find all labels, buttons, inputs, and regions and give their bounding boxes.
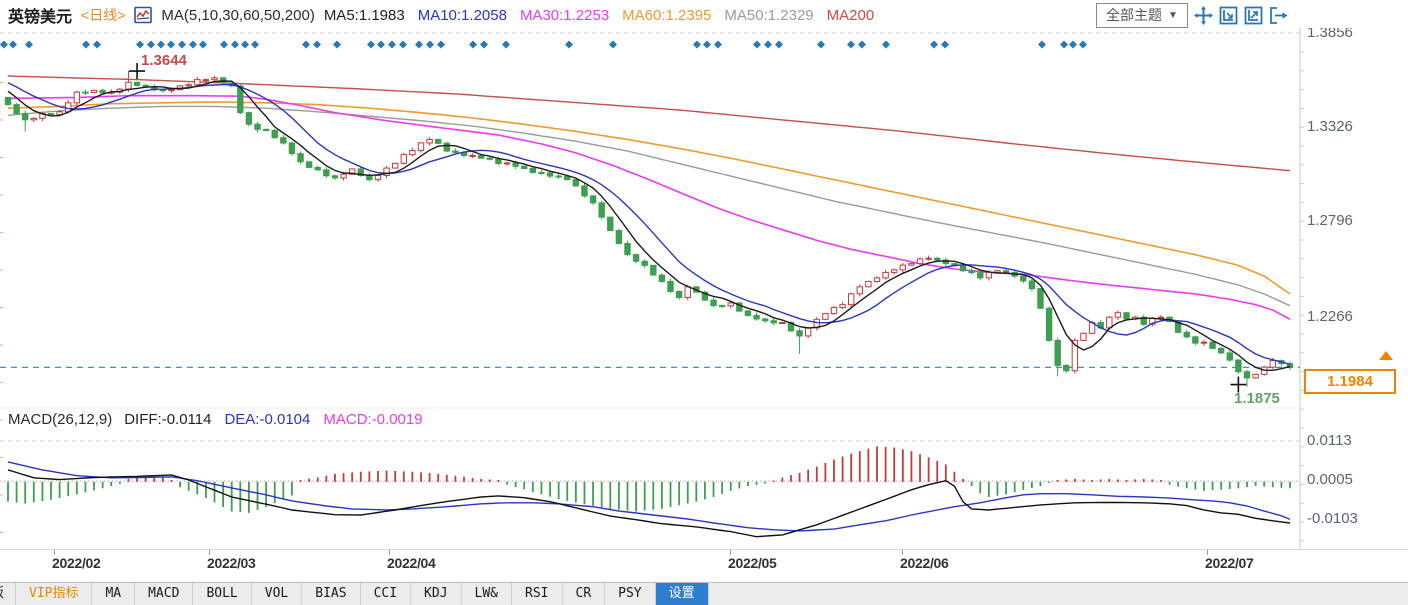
macd-values: DIFF:-0.0114 DEA:-0.0104 MACD:-0.0019: [124, 411, 422, 428]
price-axis-label: 1.3856: [1307, 24, 1353, 41]
macd-value-0: DIFF:-0.0114: [124, 411, 212, 428]
scale-left-icon[interactable]: [1219, 6, 1238, 25]
symbol-title: 英镑美元: [8, 9, 73, 26]
tab-vol[interactable]: VOL: [252, 583, 303, 605]
price-axis-label: 1.3326: [1307, 118, 1353, 135]
price-up-arrow-icon: [1379, 351, 1393, 361]
tab-kdj[interactable]: KDJ: [411, 583, 462, 605]
tab-lw[interactable]: LW&: [462, 583, 513, 605]
tab-ma[interactable]: MA: [92, 583, 136, 605]
tab-boll[interactable]: BOLL: [193, 583, 252, 605]
ma-value-0: MA5:1.1983: [323, 6, 405, 24]
ma-value-2: MA30:1.2253: [519, 6, 610, 24]
high-price-label: 1.3644: [141, 52, 187, 69]
pan-crosshair-icon[interactable]: [1193, 6, 1213, 25]
macd-axis-label: -0.0103: [1307, 510, 1358, 527]
macd-value-1: DEA:-0.0104: [224, 411, 311, 428]
exit-chart-icon[interactable]: [1269, 6, 1288, 25]
tab-psy[interactable]: PSY: [605, 583, 656, 605]
chevron-down-icon: ▼: [1168, 9, 1178, 21]
macd-header: MACD(26,12,9) DIFF:-0.0114 DEA:-0.0104 MAC…: [8, 411, 423, 428]
tab-cci[interactable]: CCI: [361, 583, 412, 605]
tab-vip[interactable]: VIP指标: [16, 583, 93, 605]
ma-values: MA5:1.1983 MA10:1.2058 MA30:1.2253 MA60:1.2…: [324, 7, 874, 24]
kline-chart-icon: [134, 6, 153, 24]
date-tick: [902, 550, 903, 555]
tab-cr[interactable]: CR: [563, 583, 606, 605]
ma-value-5: MA200: [826, 6, 875, 24]
price-axis-label: 1.2266: [1307, 308, 1353, 325]
tab-rsi[interactable]: RSI: [512, 583, 563, 605]
date-tick: [209, 550, 210, 555]
date-label: 2022/07: [1205, 555, 1254, 571]
macd-axis-label: 0.0005: [1307, 471, 1353, 488]
date-tick: [54, 550, 55, 555]
date-tick: [389, 550, 390, 555]
date-axis: 2022/02 2022/03 2022/04 2022/05 2022/06 2022/…: [0, 549, 1408, 582]
ma-value-1: MA10:1.2058: [417, 6, 507, 24]
low-price-label: 1.1875: [1234, 390, 1280, 407]
date-label: 2022/05: [728, 555, 777, 571]
theme-dropdown-button[interactable]: 全部主题 ▼: [1096, 3, 1188, 28]
header-toolbar: 全部主题 ▼: [1096, 3, 1288, 28]
partial-tab[interactable]: 板: [0, 583, 16, 605]
date-tick: [730, 550, 731, 555]
period-selector[interactable]: <日线>: [81, 7, 126, 23]
date-label: 2022/02: [52, 555, 101, 571]
date-label: 2022/03: [207, 555, 256, 571]
macd-value-2: MACD:-0.0019: [323, 411, 423, 428]
tab-settings[interactable]: 设置: [655, 583, 709, 605]
macd-axis-label: 0.0113: [1307, 432, 1352, 449]
current-price-tag: 1.1984: [1304, 369, 1396, 395]
scale-right-icon[interactable]: [1244, 6, 1263, 25]
date-tick: [1207, 550, 1208, 555]
tab-macd[interactable]: MACD: [135, 583, 194, 605]
date-label: 2022/04: [387, 555, 436, 571]
ma-settings-label: MA(5,10,30,60,50,200): [161, 6, 315, 24]
ma-value-3: MA60:1.2395: [622, 6, 712, 24]
price-axis-label: 1.2796: [1307, 212, 1353, 229]
theme-dropdown-label: 全部主题: [1106, 7, 1162, 23]
date-label: 2022/06: [900, 555, 949, 571]
tab-bias[interactable]: BIAS: [302, 583, 361, 605]
bottom-tab-bar: 板 VIP指标MAMACDBOLLVOLBIASCCIKDJLW&RSICRPS…: [0, 582, 1408, 605]
ma-value-4: MA50:1.2329: [724, 6, 814, 24]
macd-params-label: MACD(26,12,9): [8, 411, 113, 428]
